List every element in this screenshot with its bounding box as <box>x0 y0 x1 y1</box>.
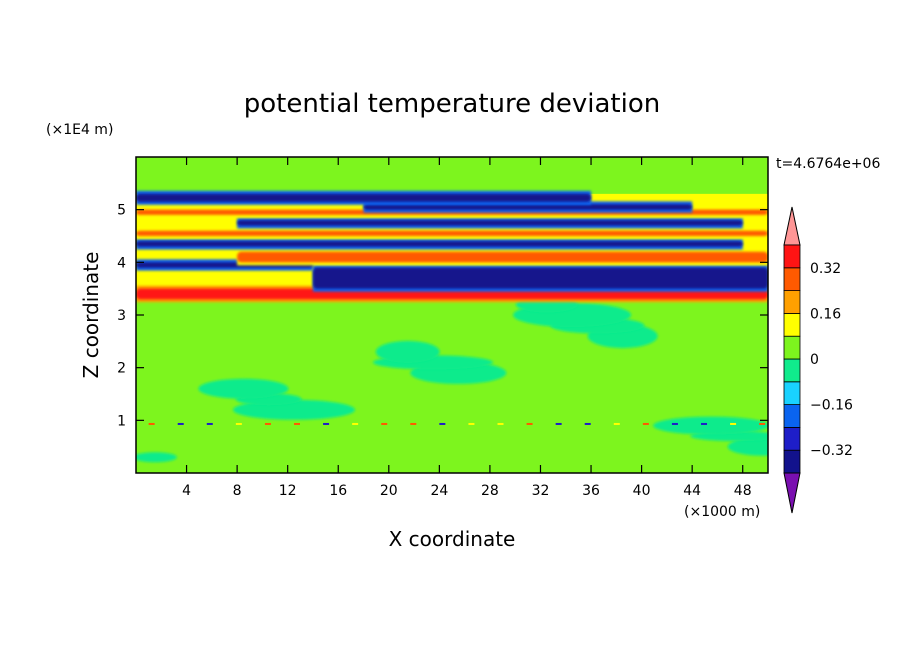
colorbar-min-triangle <box>783 472 801 514</box>
contour-band <box>136 238 743 250</box>
x-tick-label: 28 <box>481 483 499 499</box>
x-axis-label: X coordinate <box>389 527 516 551</box>
colorbar-swatch <box>783 335 801 360</box>
colorbar-label: −0.16 <box>810 398 853 414</box>
colorbar-swatch <box>783 358 801 383</box>
x-tick-label: 36 <box>582 483 600 499</box>
x-axis-unit: (×1000 m) <box>684 504 760 520</box>
colorbar-label: −0.32 <box>810 443 853 459</box>
colorbar-swatch <box>783 381 801 405</box>
y-tick-label: 2 <box>117 361 126 377</box>
x-tick-label: 12 <box>279 483 297 499</box>
x-tick-label: 16 <box>329 483 347 499</box>
colorbar-max-triangle <box>783 206 801 246</box>
colorbar-swatch <box>783 404 801 428</box>
colorbar-swatch <box>783 244 801 269</box>
colorbar-label: 0.16 <box>810 306 841 322</box>
y-tick-label: 5 <box>117 203 126 219</box>
contour-band <box>136 190 592 205</box>
colorbar-label: 0 <box>810 352 819 368</box>
colorbar-swatch <box>783 312 801 337</box>
contour-band <box>136 227 768 239</box>
y-tick-label: 3 <box>117 308 126 324</box>
contour-band <box>312 264 768 292</box>
y-tick-label: 4 <box>117 255 126 271</box>
y-axis-label: Z coordinate <box>79 252 103 379</box>
colorbar-swatch <box>783 449 801 474</box>
colorbar-swatch <box>783 267 801 291</box>
x-axis-ticks: 4 8 12 16 20 24 28 32 36 40 44 48 <box>182 157 752 499</box>
x-tick-label: 44 <box>683 483 701 499</box>
colorbar: 0.32 0.16 0 −0.16 −0.32 <box>783 206 853 514</box>
contour-band <box>237 248 768 266</box>
x-tick-label: 40 <box>633 483 651 499</box>
x-tick-label: 48 <box>734 483 752 499</box>
colorbar-swatch <box>783 426 801 451</box>
y-axis-unit: (×1E4 m) <box>46 122 113 138</box>
colorbar-swatch <box>783 290 801 314</box>
colorbar-label: 0.32 <box>810 261 841 277</box>
x-tick-label: 8 <box>233 483 242 499</box>
x-tick-label: 20 <box>380 483 398 499</box>
y-tick-label: 1 <box>117 413 126 429</box>
x-tick-label: 32 <box>532 483 550 499</box>
x-tick-label: 4 <box>182 483 191 499</box>
contour-band <box>363 201 693 213</box>
time-label: t=4.6764e+06 <box>776 156 880 172</box>
y-axis-ticks: 1 2 3 4 5 <box>117 203 768 429</box>
contour-band <box>237 217 743 229</box>
x-tick-label: 24 <box>430 483 448 499</box>
chart-title: potential temperature deviation <box>244 89 660 119</box>
contour-field <box>136 157 768 473</box>
